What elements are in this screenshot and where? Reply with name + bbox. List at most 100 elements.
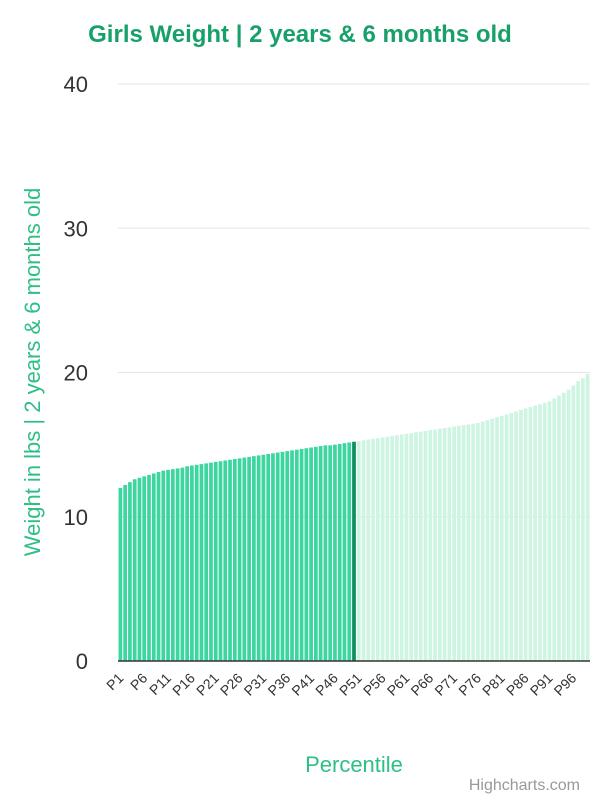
- bar-p21[interactable]: [213, 461, 218, 661]
- bar-p18[interactable]: [199, 464, 204, 661]
- bar-p88[interactable]: [533, 405, 538, 661]
- bar-p79[interactable]: [490, 418, 495, 661]
- bar-p29[interactable]: [252, 456, 256, 661]
- bar-p20[interactable]: [209, 462, 213, 661]
- bar-p50[interactable]: [352, 441, 356, 661]
- bar-p70[interactable]: [447, 427, 452, 661]
- bar-p68[interactable]: [437, 428, 442, 661]
- bar-p90[interactable]: [542, 402, 547, 661]
- bar-p16[interactable]: [190, 465, 194, 661]
- bar-p91[interactable]: [547, 401, 552, 661]
- bar-p77[interactable]: [480, 421, 485, 661]
- bar-p33[interactable]: [271, 453, 275, 661]
- bar-p47[interactable]: [337, 443, 342, 661]
- bar-p17[interactable]: [194, 464, 199, 661]
- bar-p37[interactable]: [290, 450, 294, 661]
- bar-p27[interactable]: [242, 457, 247, 661]
- bar-p3[interactable]: [128, 482, 132, 661]
- bar-p15[interactable]: [185, 466, 189, 661]
- bar-p82[interactable]: [504, 414, 509, 661]
- bar-p44[interactable]: [323, 445, 328, 661]
- bar-p32[interactable]: [266, 454, 271, 661]
- bar-p73[interactable]: [461, 425, 466, 661]
- bar-p35[interactable]: [280, 451, 285, 661]
- bar-p71[interactable]: [452, 426, 456, 661]
- bar-p78[interactable]: [485, 420, 490, 661]
- bar-p87[interactable]: [528, 407, 533, 661]
- bar-p76[interactable]: [476, 422, 480, 661]
- bar-p42[interactable]: [314, 446, 318, 661]
- bar-p39[interactable]: [299, 448, 304, 661]
- bar-p54[interactable]: [371, 438, 375, 661]
- bar-p6[interactable]: [142, 476, 147, 661]
- bar-p7[interactable]: [147, 474, 151, 661]
- bar-p64[interactable]: [418, 431, 423, 661]
- bar-p36[interactable]: [285, 451, 290, 661]
- bar-p46[interactable]: [333, 444, 337, 662]
- bar-p38[interactable]: [294, 449, 299, 661]
- bar-p52[interactable]: [361, 440, 366, 661]
- bar-p74[interactable]: [466, 424, 471, 661]
- bar-p25[interactable]: [232, 459, 237, 661]
- bar-p67[interactable]: [433, 429, 437, 661]
- bar-p40[interactable]: [304, 448, 309, 661]
- bar-p13[interactable]: [175, 468, 180, 661]
- bar-p49[interactable]: [347, 442, 352, 661]
- bar-p8[interactable]: [151, 473, 156, 661]
- credits[interactable]: Highcharts.com: [469, 777, 580, 794]
- bar-p80[interactable]: [495, 417, 499, 661]
- bar-p85[interactable]: [519, 410, 523, 661]
- bar-p65[interactable]: [423, 430, 428, 661]
- bar-p59[interactable]: [395, 435, 399, 661]
- bar-p89[interactable]: [538, 404, 542, 661]
- bar-p55[interactable]: [375, 438, 380, 661]
- bar-p19[interactable]: [204, 463, 209, 661]
- bar-p41[interactable]: [309, 447, 313, 661]
- bar-p63[interactable]: [414, 432, 418, 661]
- bar-p72[interactable]: [457, 425, 461, 661]
- bar-p97[interactable]: [576, 381, 580, 661]
- bar-p28[interactable]: [247, 456, 251, 661]
- bar-p69[interactable]: [442, 428, 447, 661]
- bar-p26[interactable]: [237, 458, 242, 661]
- bar-p57[interactable]: [385, 436, 390, 661]
- bar-p14[interactable]: [180, 467, 185, 661]
- bar-p30[interactable]: [256, 455, 261, 661]
- bar-p9[interactable]: [156, 472, 161, 661]
- bar-p61[interactable]: [404, 433, 409, 661]
- bar-p45[interactable]: [328, 445, 333, 661]
- bar-p1[interactable]: [118, 487, 123, 661]
- bar-p66[interactable]: [428, 430, 433, 661]
- bar-p23[interactable]: [223, 460, 228, 661]
- bar-p53[interactable]: [366, 439, 371, 661]
- bar-p24[interactable]: [228, 459, 232, 661]
- bar-p34[interactable]: [275, 452, 280, 661]
- bar-p62[interactable]: [409, 433, 414, 661]
- bar-p75[interactable]: [471, 423, 476, 661]
- bar-p83[interactable]: [509, 412, 514, 661]
- bar-p12[interactable]: [170, 469, 175, 661]
- bar-p95[interactable]: [566, 389, 571, 661]
- bar-p22[interactable]: [218, 461, 223, 661]
- bar-p48[interactable]: [342, 443, 347, 661]
- bar-p84[interactable]: [514, 411, 518, 661]
- bar-p92[interactable]: [552, 398, 557, 661]
- bar-p58[interactable]: [390, 435, 394, 661]
- bar-p98[interactable]: [580, 378, 585, 661]
- bar-p81[interactable]: [499, 415, 504, 661]
- bar-p96[interactable]: [571, 385, 576, 661]
- bar-p11[interactable]: [166, 469, 170, 661]
- bar-p10[interactable]: [161, 470, 166, 661]
- bar-p56[interactable]: [380, 437, 385, 661]
- bar-p5[interactable]: [137, 477, 142, 661]
- bar-p43[interactable]: [318, 446, 323, 661]
- bar-p86[interactable]: [523, 408, 528, 661]
- bar-p93[interactable]: [557, 395, 561, 661]
- bar-p31[interactable]: [261, 454, 266, 661]
- bar-p51[interactable]: [356, 441, 361, 661]
- bar-p2[interactable]: [123, 485, 128, 661]
- bar-p4[interactable]: [132, 479, 137, 661]
- bar-p60[interactable]: [399, 434, 404, 661]
- bar-p99[interactable]: [585, 373, 590, 661]
- bar-p94[interactable]: [561, 392, 566, 661]
